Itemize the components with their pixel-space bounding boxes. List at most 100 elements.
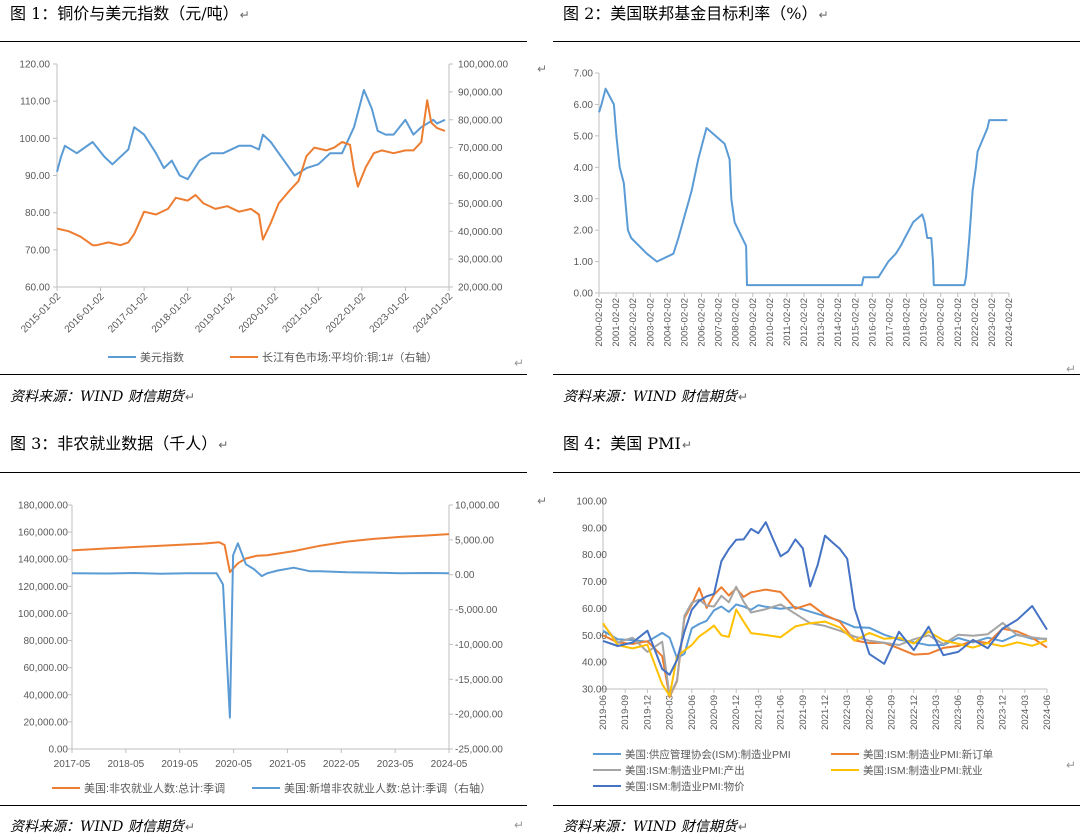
y-left-tick-label: 90.00 [25,171,50,182]
figure-3-bottom-rule [0,805,527,806]
x-tick-label: 2024-01-02 [411,291,455,335]
x-tick-label: 2019-09 [620,695,631,730]
figure-4-title: 图 4：美国 PMI↵ [563,434,692,453]
x-tick-label: 2019-02-02 [919,298,930,347]
y-right-tick-label: -20,000.00 [455,710,503,721]
figure-1-top-rule [0,41,527,42]
x-tick-label: 2022-03 [842,695,853,730]
figure-2-chart: 0.00 1.00 2.00 3.00 4.00 5.00 6.00 7.00 2000-02-… [574,69,1077,377]
x-tick-label: 2020-09 [709,695,720,730]
y-right-tick-label: -10,000.00 [455,640,503,651]
y-left-tick-label: 4.00 [574,163,594,174]
x-tick-label: 2019-05 [161,759,198,770]
y-left-tick-label: 110.00 [20,97,50,108]
x-tick-label: 2023-02-02 [987,298,998,347]
figure-2-bottom-rule [553,374,1080,375]
x-tick-label: 2022-02-02 [970,298,981,347]
legend-label: 美国:ISM:制造业PMI:新订单 [863,748,993,761]
x-tick-label: 2010-02-02 [765,298,776,347]
x-tick-label: 2023-09 [975,695,986,730]
figure-1-source: 资料来源：WIND 财信期货↵ [10,389,195,405]
series-line-1 [598,87,1008,287]
x-tick-label: 2018-05 [108,759,145,770]
y-left-tick-label: 180,000.00 [18,501,68,512]
x-tick-label: 2017-01-02 [106,291,150,335]
y-right-tick-label: 10,000.00 [455,501,500,512]
x-tick-label: 2020-06 [687,695,698,730]
y-left-tick-label: 60,000.00 [24,663,69,674]
x-tick-label: 2021-12 [820,695,831,730]
figure-2-top-rule [553,41,1080,42]
figure-4-bottom-rule [553,805,1080,806]
y-left-tick-label: 60.00 [582,604,607,615]
x-tick-label: 2020-03 [665,695,676,730]
y-right-tick-label: 80,000.00 [458,115,503,126]
figure-4-chart: 30.00 40.00 50.00 60.00 70.00 80.00 90.00 100.0… [576,497,1076,794]
legend-label: 美元指数 [140,350,184,364]
x-tick-label: 2009-02-02 [748,298,759,347]
y-left-tick-label: 70.00 [582,577,607,588]
y-right-tick-label: 70,000.00 [458,143,503,154]
y-left-tick-label: 40,000.00 [24,690,69,701]
x-tick-label: 2011-02-02 [782,298,793,346]
legend-label: 美国:ISM:制造业PMI:产出 [625,764,745,777]
x-tick-label: 2019-12 [642,695,653,730]
series-line-4 [602,608,1048,697]
x-tick-label: 2023-01-02 [368,291,412,335]
y-left-tick-label: 80,000.00 [24,636,69,647]
x-tick-label: 2022-01-02 [324,291,368,335]
x-tick-label: 2023-12 [998,695,1009,730]
x-tick-label: 2024-06 [1042,695,1053,730]
figure-1-title: 图 1：铜价与美元指数（元/吨）↵ [10,4,250,23]
x-tick-label: 2002-02-02 [628,298,639,347]
figure-4-source: 资料来源：WIND 财信期货↵ [563,819,748,835]
x-tick-label: 2012-02-02 [799,298,810,347]
x-tick-label: 2021-01-02 [281,291,325,335]
x-tick-label: 2022-09 [887,695,898,730]
y-left-tick-label: 50.00 [582,631,607,642]
y-left-tick-label: 80.00 [25,208,50,219]
x-tick-label: 2024-05 [431,759,468,770]
x-tick-label: 2022-12 [909,695,920,730]
figure-3-top-rule [0,472,527,473]
y-left-tick-label: 120.00 [19,60,50,71]
y-left-tick-label: 60.00 [25,283,50,294]
x-tick-label: 2023-03 [931,695,942,730]
x-tick-label: 2018-01-02 [150,291,194,335]
y-left-tick-label: 6.00 [574,100,594,111]
x-tick-label: 2018-02-02 [902,298,913,347]
y-right-tick-label: 0.00 [455,570,475,581]
y-left-tick-label: 20,000.00 [24,717,69,728]
y-right-tick-label: -5,000.00 [455,605,498,616]
y-left-tick-label: 100,000.00 [18,609,68,620]
series-line-5 [602,521,1048,676]
y-left-tick-label: 100.00 [19,134,50,145]
x-tick-label: 2022-06 [864,695,875,730]
y-left-tick-label: 0.00 [49,745,69,756]
legend-label: 美国:供应管理协会(ISM):制造业PMI [625,748,791,761]
series-line-3 [602,585,1048,697]
figure-3-chart: 0.00 20,000.00 40,000.00 60,000.00 80,000.00… [18,501,524,833]
legend-label: 美国:ISM:制造业PMI:就业 [863,764,983,777]
x-tick-label: 2004-02-02 [662,298,673,347]
x-tick-label: 2005-02-02 [679,298,690,347]
series-line-1 [71,533,450,574]
x-tick-label: 2019-01-02 [193,291,237,335]
y-left-tick-label: 70.00 [25,245,50,256]
y-right-tick-label: 20,000.00 [458,283,503,294]
x-tick-label: 2019-06 [598,695,609,730]
y-right-tick-label: 90,000.00 [458,87,503,98]
x-tick-label: 2023-05 [377,759,414,770]
x-tick-label: 2017-02-02 [884,298,895,347]
x-tick-label: 2020-02-02 [936,298,947,347]
y-right-tick-label: 100,000.00 [458,60,508,71]
figure-3-title: 图 3：非农就业数据（千人）↵ [10,434,229,453]
y-right-tick-label: 60,000.00 [458,171,503,182]
figure-1-chart: 60.00 70.00 80.00 90.00 100.00 110.00 120.00 20… [19,60,524,371]
y-left-tick-label: 30.00 [582,685,607,696]
figure-4-top-rule [553,472,1080,473]
x-tick-label: 2006-02-02 [697,298,708,347]
return-mark: ↵ [1066,362,1076,376]
return-mark: ↵ [514,818,524,832]
y-right-tick-label: 5,000.00 [455,535,494,546]
